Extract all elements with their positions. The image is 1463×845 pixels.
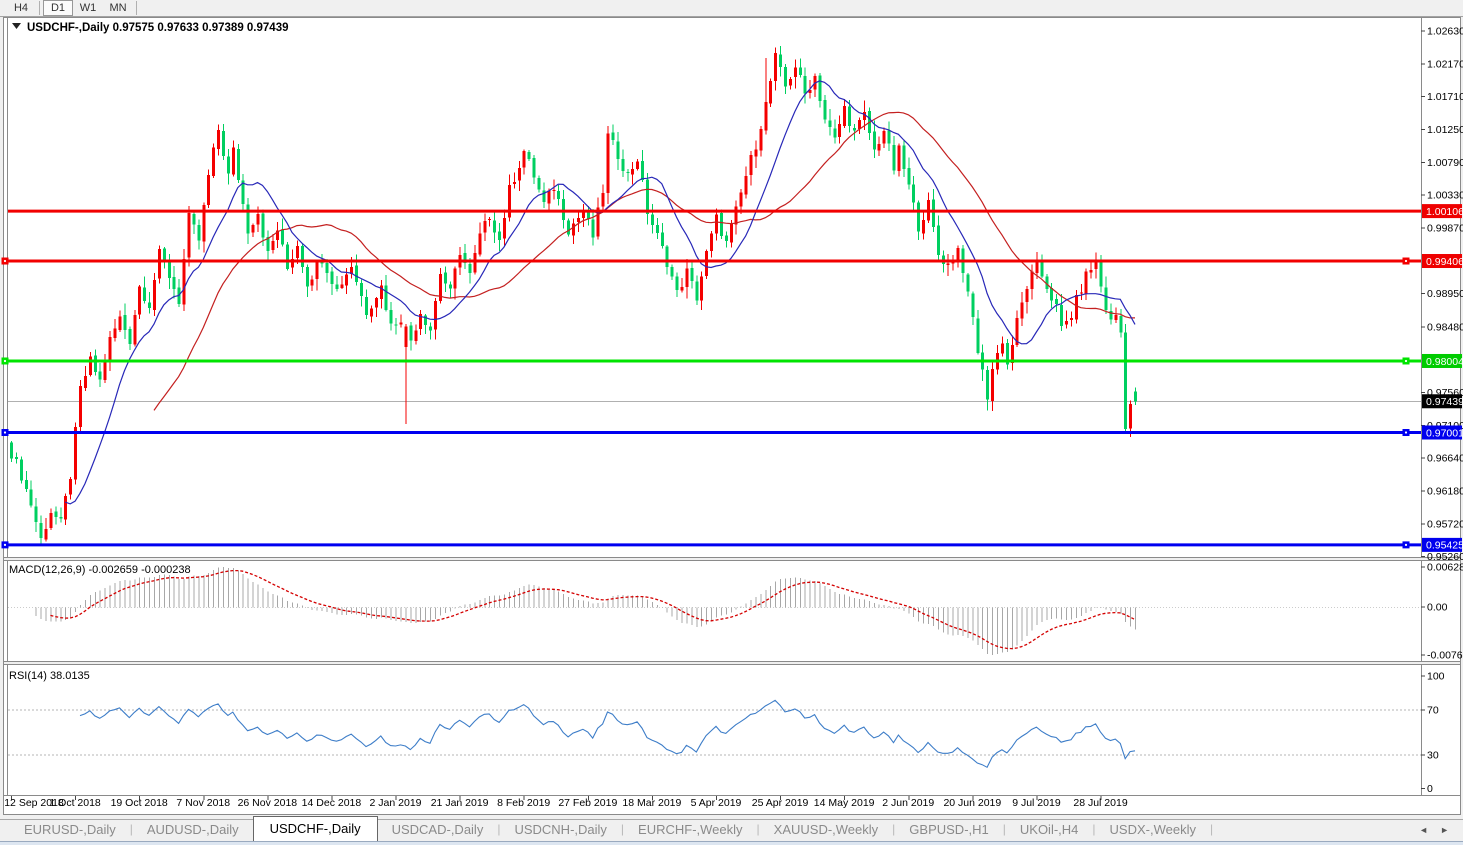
date-label: 14 Dec 2018 <box>302 797 362 809</box>
price-tick-label: 0.98480 <box>1427 322 1463 334</box>
price-tick-label: 0.98950 <box>1427 288 1463 300</box>
tab-scroll-buttons: ◄ ► <box>1413 825 1455 835</box>
toolbar-separator <box>39 1 40 15</box>
svg-text:0.97001: 0.97001 <box>1426 427 1463 439</box>
tab-ukoil-h4[interactable]: UKOil-,H4 <box>1019 822 1079 837</box>
macd-axis-label: -0.00762 <box>1427 650 1463 662</box>
svg-text:0.98004: 0.98004 <box>1426 356 1463 368</box>
price-tick-label: 1.00330 <box>1427 190 1463 202</box>
window-bottom-edge <box>0 841 1463 845</box>
price-label-box: 0.99406 <box>1422 254 1463 269</box>
tab-scroll-right-button[interactable]: ► <box>1440 825 1449 835</box>
tab-scroll-left-button[interactable]: ◄ <box>1419 825 1429 835</box>
chart-plot-area[interactable] <box>8 19 1421 557</box>
date-label: 1 Oct 2018 <box>49 797 101 809</box>
date-label: 9 Jul 2019 <box>1012 797 1061 809</box>
tab-usdchf-daily[interactable]: USDCHF-,Daily <box>252 816 378 841</box>
date-label: 5 Apr 2019 <box>691 797 742 809</box>
tab-separator: | <box>620 822 625 836</box>
tab-audusd-daily[interactable]: AUDUSD-,Daily <box>146 822 239 837</box>
date-label: 2 Jun 2019 <box>882 797 934 809</box>
tab-usdcad-daily[interactable]: USDCAD-,Daily <box>391 822 484 837</box>
rsi-label: RSI(14) 38.0135 <box>9 670 90 682</box>
hline-0.98004[interactable] <box>1 357 1422 365</box>
tab-separator: | <box>497 822 501 836</box>
date-label: 14 May 2019 <box>814 797 875 809</box>
toolbar-separator <box>136 1 137 15</box>
date-label: 28 Jul 2019 <box>1073 797 1127 809</box>
rsi-axis-label: 100 <box>1427 671 1445 683</box>
chart-title: USDCHF-,Daily 0.97575 0.97633 0.97389 0.… <box>12 22 289 34</box>
tab-eurusd-daily[interactable]: EURUSD-,Daily <box>24 822 116 837</box>
timeframe-toolbar: H4 D1 W1 MN <box>0 0 1463 17</box>
svg-text:USDCHF-,Daily 0.97575 0.97633: USDCHF-,Daily 0.97575 0.97633 0.97389 0.… <box>27 22 289 34</box>
svg-text:0.99406: 0.99406 <box>1426 256 1463 268</box>
price-tick-label: 0.96640 <box>1427 453 1463 465</box>
price-label-box: 0.97001 <box>1422 425 1463 440</box>
rsi-axis-label: 30 <box>1427 749 1439 761</box>
price-label-box: 0.97439 <box>1422 394 1463 409</box>
tab-usdx-weekly[interactable]: USDX-,Weekly <box>1109 822 1196 837</box>
ma-slow-line <box>153 111 1135 411</box>
date-label: 21 Jan 2019 <box>431 797 489 809</box>
date-label: 18 Mar 2019 <box>622 797 681 809</box>
svg-text:0.97439: 0.97439 <box>1426 396 1463 408</box>
price-tick-label: 0.96180 <box>1427 486 1463 498</box>
price-label-box: 0.98004 <box>1422 353 1463 368</box>
price-tick-label: 1.02630 <box>1427 26 1463 38</box>
price-tick-label: 1.00790 <box>1427 157 1463 169</box>
date-label: 19 Oct 2018 <box>111 797 168 809</box>
price-tick-label: 1.02170 <box>1427 58 1463 70</box>
macd-axis-label: 0.00 <box>1427 602 1448 614</box>
chart-canvas[interactable]: 1.02630 1.02170 1.01710 1.01250 1.00790 1.003… <box>0 0 1463 817</box>
price-label-box: 0.95425 <box>1422 537 1463 552</box>
macd-signal-line <box>50 569 1136 650</box>
expand-triangle-icon <box>12 23 21 29</box>
date-label: 7 Nov 2018 <box>176 797 230 809</box>
svg-text:1.00106: 1.00106 <box>1426 206 1463 218</box>
timeframe-button-d1[interactable]: D1 <box>43 0 73 16</box>
macd-axis-label: 0.006286 <box>1427 562 1463 574</box>
price-label-box: 1.00106 <box>1422 204 1463 219</box>
date-label: 12 Sep 2018 <box>4 797 64 809</box>
price-tick-label: 1.01250 <box>1427 124 1463 136</box>
timeframe-button-mn[interactable]: MN <box>109 2 127 14</box>
tab-eurchf-weekly[interactable]: EURCHF-,Weekly <box>638 822 743 837</box>
svg-text:0.95425: 0.95425 <box>1426 540 1463 552</box>
timeframe-button-h4[interactable]: H4 <box>13 2 29 14</box>
date-label: 26 Nov 2018 <box>238 797 298 809</box>
tab-xauusd-weekly[interactable]: XAUUSD-,Weekly <box>773 822 879 837</box>
rsi-axis-label: 0 <box>1427 783 1433 795</box>
tab-separator: | <box>129 822 133 836</box>
date-label: 20 Jun 2019 <box>943 797 1001 809</box>
macd-label: MACD(12,26,9) -0.002659 -0.000238 <box>9 564 191 576</box>
price-axis: 1.02630 1.02170 1.01710 1.01250 1.00790 1.003… <box>1421 26 1463 795</box>
date-label: 27 Feb 2019 <box>558 797 617 809</box>
rsi-line <box>79 699 1136 769</box>
price-tick-label: 0.95720 <box>1427 518 1463 530</box>
hline-0.99406[interactable] <box>1 257 1422 265</box>
tab-separator: | <box>1002 822 1006 836</box>
date-label: 8 Feb 2019 <box>497 797 550 809</box>
tabbar-top-line <box>0 819 1463 820</box>
tab-separator: | <box>892 822 896 836</box>
tab-usdcnh-daily[interactable]: USDCNH-,Daily <box>514 822 607 837</box>
price-tick-label: 0.99870 <box>1427 222 1463 234</box>
date-label: 25 Apr 2019 <box>752 797 809 809</box>
hline-0.95425[interactable] <box>1 541 1422 549</box>
price-tick-label: 1.01710 <box>1427 91 1463 103</box>
timeframe-button-w1[interactable]: W1 <box>79 2 97 14</box>
price-tick-label: 0.95260 <box>1427 551 1463 563</box>
tab-separator: | <box>1092 822 1096 836</box>
tab-separator: | <box>1209 822 1214 836</box>
symbol-tab-bar: EURUSD-,Daily | AUDUSD-,Daily USDCHF-,Da… <box>0 816 1463 841</box>
date-label: 2 Jan 2019 <box>370 797 422 809</box>
rsi-axis-label: 70 <box>1427 704 1439 716</box>
tab-gbpusd-h1[interactable]: GBPUSD-,H1 <box>909 822 989 837</box>
tab-separator: | <box>756 822 760 836</box>
hline-0.97001[interactable] <box>1 429 1422 437</box>
